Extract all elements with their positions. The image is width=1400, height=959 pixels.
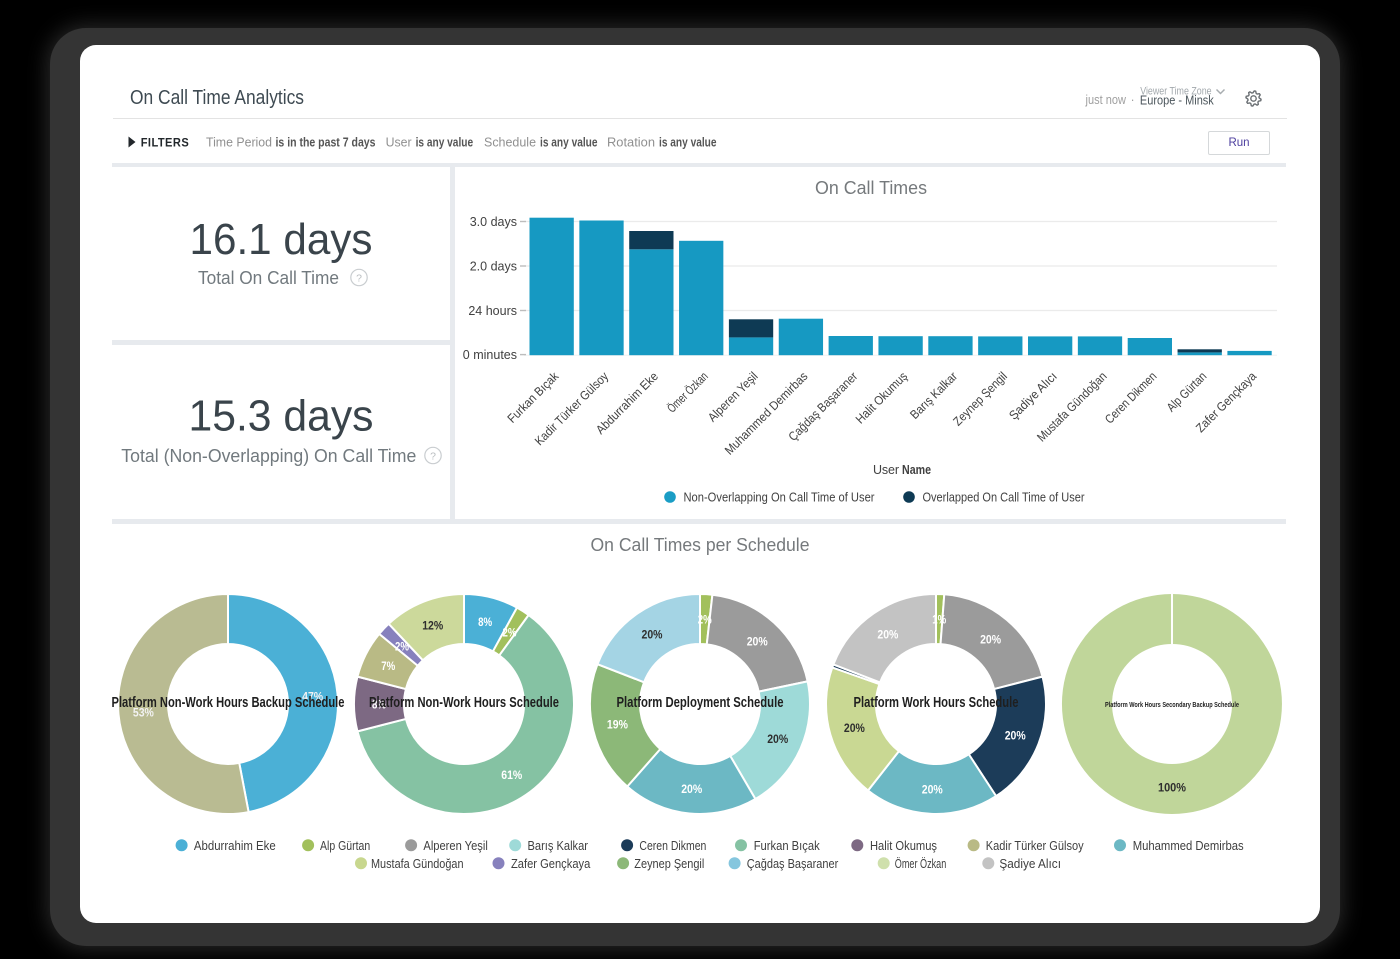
svg-text:47%: 47%	[302, 690, 323, 704]
svg-text:is in the past 7 days: is in the past 7 days	[276, 136, 376, 150]
svg-text:is any value: is any value	[416, 136, 474, 150]
svg-text:100%: 100%	[1158, 781, 1186, 795]
svg-text:2%: 2%	[698, 613, 712, 627]
svg-text:Barış Kalkar: Barış Kalkar	[528, 839, 589, 853]
svg-text:20%: 20%	[922, 782, 943, 796]
svg-text:is any value: is any value	[540, 136, 598, 150]
svg-text:?: ?	[430, 450, 436, 462]
svg-text:20%: 20%	[681, 782, 702, 796]
svg-text:Alp Gürtan: Alp Gürtan	[320, 839, 370, 853]
svg-text:8%: 8%	[372, 698, 386, 712]
svg-text:is any value: is any value	[659, 136, 717, 150]
svg-text:Ceren Dikmen: Ceren Dikmen	[639, 839, 706, 853]
svg-text:Şadiye Alıcı: Şadiye Alıcı	[999, 857, 1061, 871]
svg-text:Zafer Gençkaya: Zafer Gençkaya	[511, 857, 590, 871]
svg-text:Rotation: Rotation	[607, 136, 655, 150]
svg-text:Time Period: Time Period	[206, 136, 272, 150]
svg-text:Muhammed Demirbas: Muhammed Demirbas	[722, 369, 810, 457]
svg-text:User: User	[386, 136, 412, 150]
svg-text:Ceren Dikmen: Ceren Dikmen	[1102, 369, 1159, 426]
svg-text:19%: 19%	[607, 718, 628, 732]
svg-text:Viewer Time Zone: Viewer Time Zone	[1140, 86, 1211, 98]
svg-text:Platform Work Hours Secondary: Platform Work Hours Secondary Backup Sch…	[1105, 700, 1239, 709]
svg-text:7%: 7%	[381, 659, 395, 673]
svg-text:15.3 days: 15.3 days	[189, 392, 374, 441]
svg-text:2%: 2%	[503, 626, 517, 640]
svg-text:Platform Non-Work Hours Backup: Platform Non-Work Hours Backup Schedule	[112, 694, 345, 711]
svg-text:2%: 2%	[395, 639, 409, 653]
svg-text:Schedule: Schedule	[484, 136, 536, 150]
svg-text:On Call Time Analytics: On Call Time Analytics	[130, 87, 304, 109]
svg-text:20%: 20%	[1005, 728, 1026, 742]
svg-text:20%: 20%	[980, 632, 1001, 646]
svg-text:Total (Non-Overlapping) On Cal: Total (Non-Overlapping) On Call Time	[121, 445, 416, 466]
svg-text:Alp Gürtan: Alp Gürtan	[1164, 369, 1209, 414]
svg-text:Mustafa Gündoğan: Mustafa Gündoğan	[371, 857, 464, 871]
svg-text:8%: 8%	[478, 615, 492, 629]
svg-text:·: ·	[1131, 93, 1135, 107]
svg-text:FILTERS: FILTERS	[141, 136, 190, 150]
svg-text:Name: Name	[902, 463, 931, 477]
svg-text:20%: 20%	[642, 627, 663, 641]
svg-text:Non-Overlapping On Call Time o: Non-Overlapping On Call Time of User	[684, 491, 875, 505]
svg-text:2.0 days: 2.0 days	[470, 260, 517, 274]
svg-text:Overlapped On Call Time of Use: Overlapped On Call Time of User	[923, 491, 1085, 505]
svg-text:20%: 20%	[767, 732, 788, 746]
svg-text:Zeynep Şengil: Zeynep Şengil	[951, 369, 1010, 428]
svg-text:Europe - Minsk: Europe - Minsk	[1140, 93, 1214, 108]
svg-text:1%: 1%	[932, 613, 946, 627]
svg-text:Ömer Özkan: Ömer Özkan	[665, 369, 711, 415]
svg-text:16.1 days: 16.1 days	[190, 215, 373, 264]
svg-text:Barış Kalkar: Barış Kalkar	[907, 369, 960, 422]
svg-text:53%: 53%	[133, 706, 154, 720]
svg-text:61%: 61%	[501, 768, 522, 782]
svg-text:20%: 20%	[877, 627, 898, 641]
svg-text:just now: just now	[1085, 93, 1127, 107]
svg-text:Halit Okumuş: Halit Okumuş	[870, 839, 937, 853]
svg-text:Muhammed Demirbas: Muhammed Demirbas	[1133, 839, 1244, 853]
svg-text:Şadiye Alıcı: Şadiye Alıcı	[1006, 369, 1059, 422]
svg-text:Zeynep Şengil: Zeynep Şengil	[634, 857, 704, 871]
svg-text:On Call Times per Schedule: On Call Times per Schedule	[591, 534, 810, 555]
svg-text:20%: 20%	[747, 635, 768, 649]
svg-text:?: ?	[356, 272, 362, 284]
svg-text:On Call Times: On Call Times	[815, 177, 927, 198]
svg-text:Ömer Özkan: Ömer Özkan	[895, 857, 947, 871]
svg-text:Çağdaş Başaraner: Çağdaş Başaraner	[747, 857, 839, 871]
svg-text:20%: 20%	[844, 721, 865, 735]
svg-text:Alperen Yeşil: Alperen Yeşil	[423, 839, 487, 853]
svg-text:Abdurrahim Eke: Abdurrahim Eke	[194, 839, 276, 853]
svg-text:24 hours: 24 hours	[468, 304, 517, 318]
svg-text:Furkan Bıçak: Furkan Bıçak	[754, 839, 821, 853]
svg-text:0 minutes: 0 minutes	[463, 348, 517, 362]
svg-text:Halit Okumuş: Halit Okumuş	[853, 369, 910, 426]
svg-text:Platform Deployment Schedule: Platform Deployment Schedule	[617, 694, 784, 711]
svg-text:12%: 12%	[422, 618, 443, 632]
svg-text:Platform Work Hours Schedule: Platform Work Hours Schedule	[854, 694, 1019, 711]
svg-text:Total On Call Time: Total On Call Time	[198, 267, 339, 288]
svg-text:User: User	[873, 463, 899, 477]
svg-text:Kadir Türker Gülsoy: Kadir Türker Gülsoy	[986, 839, 1084, 853]
svg-text:3.0 days: 3.0 days	[470, 215, 517, 229]
svg-text:Platform Non-Work Hours Schedu: Platform Non-Work Hours Schedule	[369, 694, 559, 711]
